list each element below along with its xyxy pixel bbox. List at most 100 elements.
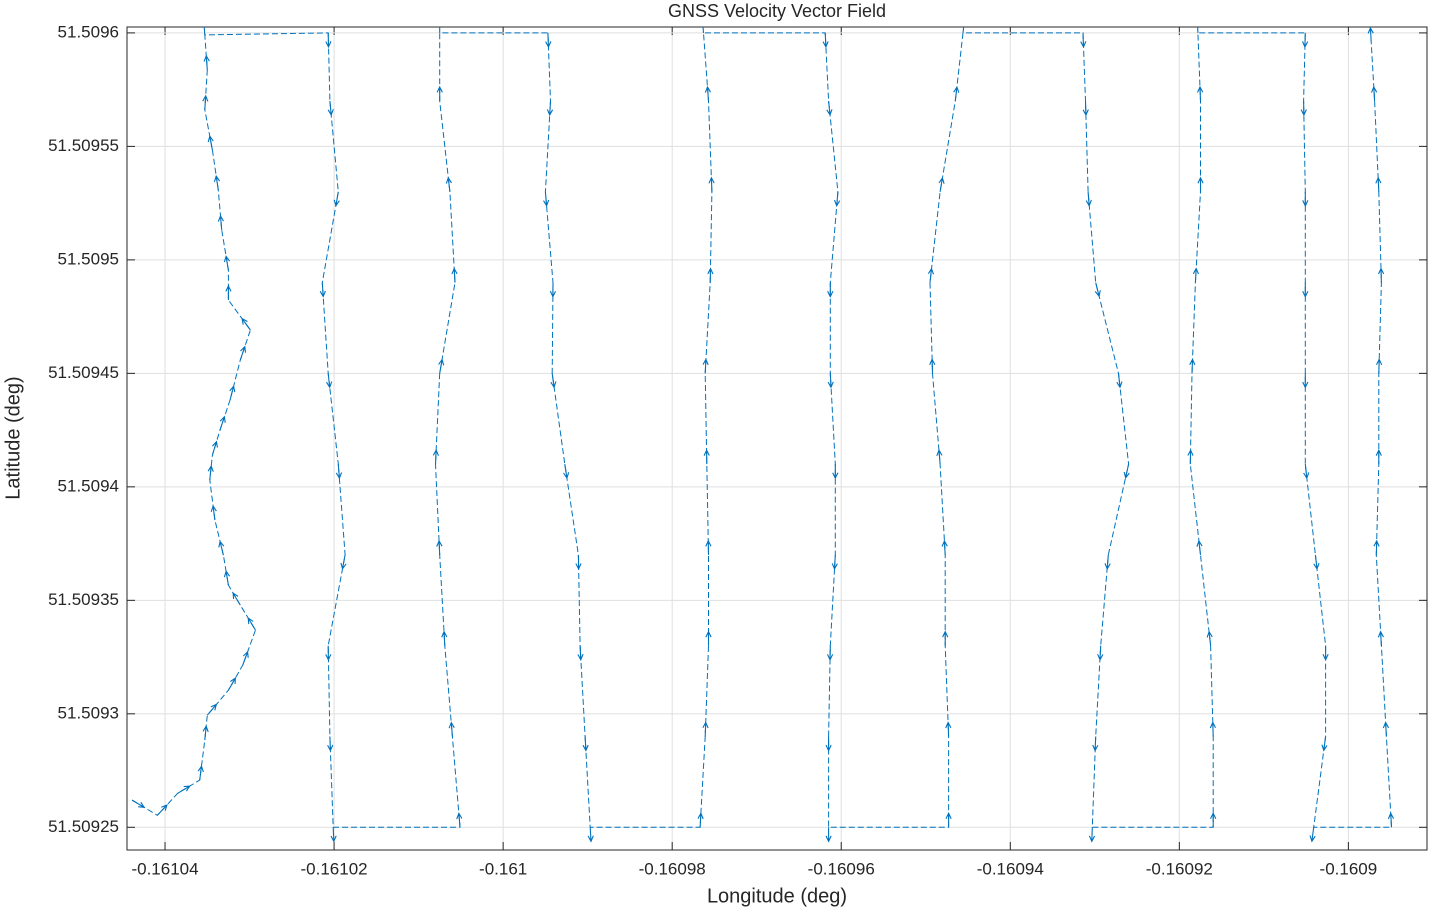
velocity-arrow xyxy=(953,85,960,102)
velocity-arrow xyxy=(232,592,241,606)
velocity-arrow xyxy=(1088,827,1096,843)
velocity-arrow xyxy=(936,448,943,465)
y-tick-label: 51.50955 xyxy=(48,136,119,155)
velocity-arrow xyxy=(1302,282,1309,298)
velocity-arrow xyxy=(197,764,204,781)
y-tick-label: 51.50945 xyxy=(48,363,119,382)
x-tick-label: -0.16096 xyxy=(808,859,875,878)
velocity-arrow xyxy=(445,176,452,192)
velocity-arrow xyxy=(1378,267,1385,283)
x-tick-label: -0.16092 xyxy=(1146,859,1213,878)
x-tick-label: -0.16104 xyxy=(131,859,198,878)
velocity-arrow xyxy=(131,799,146,808)
velocity-arrow xyxy=(436,85,443,101)
y-tick-label: 51.5095 xyxy=(58,249,119,268)
velocity-arrow xyxy=(563,464,570,480)
velocity-arrow xyxy=(1309,827,1316,843)
velocity-arrow xyxy=(333,191,340,207)
velocity-arrow xyxy=(707,267,714,283)
velocity-arrow xyxy=(1313,554,1320,571)
velocity-arrow xyxy=(223,255,231,271)
velocity-arrow xyxy=(1370,85,1378,102)
velocity-arrow xyxy=(1206,630,1213,646)
velocity-arrow xyxy=(708,176,715,192)
velocity-arrow xyxy=(156,804,168,816)
velocity-arrow xyxy=(207,135,214,151)
velocity-arrow xyxy=(1092,736,1099,752)
velocity-arrow xyxy=(831,554,838,571)
velocity-arrow xyxy=(1321,736,1328,752)
x-tick-label: -0.16102 xyxy=(301,859,368,878)
velocity-arrow xyxy=(697,812,704,828)
velocity-arrow xyxy=(242,650,249,666)
velocity-arrow xyxy=(218,540,225,556)
velocity-arrow xyxy=(1085,191,1092,207)
velocity-arrow xyxy=(827,282,834,298)
velocity-arrow xyxy=(202,724,209,741)
velocity-arrow xyxy=(1080,32,1087,49)
velocity-arrow xyxy=(577,645,584,661)
velocity-arrow xyxy=(546,100,554,117)
velocity-arrow xyxy=(822,32,829,49)
velocity-arrow xyxy=(330,827,337,843)
velocity-arrow xyxy=(229,385,236,401)
velocity-arrow xyxy=(825,736,832,752)
velocity-arrow xyxy=(1187,448,1194,465)
velocity-arrow xyxy=(227,677,237,691)
velocity-arrow xyxy=(575,554,582,571)
velocity-arrow xyxy=(326,373,333,389)
x-tick-label: -0.161 xyxy=(479,859,527,878)
velocity-arrow xyxy=(962,27,965,33)
velocity-arrow xyxy=(832,464,839,480)
velocity-arrow xyxy=(1123,463,1130,480)
velocity-arrow xyxy=(335,464,343,480)
velocity-arrow xyxy=(203,27,206,35)
velocity-arrow xyxy=(1376,358,1383,374)
y-tick-label: 51.5093 xyxy=(58,703,119,722)
velocity-arrow xyxy=(438,358,445,374)
velocity-arrow xyxy=(549,282,556,298)
velocity-arrow xyxy=(1375,448,1382,465)
velocity-arrow xyxy=(1302,191,1309,208)
velocity-arrow xyxy=(1197,27,1199,33)
velocity-arrow xyxy=(1192,267,1200,283)
velocity-arrow xyxy=(202,94,209,110)
velocity-arrow xyxy=(207,464,214,481)
velocity-arrow xyxy=(702,721,709,737)
velocity-arrow xyxy=(945,812,952,828)
velocity-arrow xyxy=(203,54,210,70)
y-tick-label: 51.50925 xyxy=(48,817,119,836)
x-axis-label: Longitude (deg) xyxy=(707,885,847,907)
velocity-arrow xyxy=(1197,176,1204,192)
axes-box xyxy=(126,26,1428,851)
velocity-arrow xyxy=(239,345,247,361)
velocity-arrow xyxy=(1301,32,1309,49)
chart-title: GNSS Velocity Vector Field xyxy=(668,1,886,21)
velocity-arrow xyxy=(241,317,251,331)
velocity-arrow xyxy=(825,827,832,843)
velocity-arrow xyxy=(436,539,443,555)
x-tick-label: -0.1609 xyxy=(1320,859,1378,878)
velocity-arrow xyxy=(1082,100,1089,117)
velocity-arrow xyxy=(705,630,712,646)
velocity-arrow xyxy=(826,100,833,117)
velocity-arrow xyxy=(247,617,256,631)
y-tick-label: 51.50935 xyxy=(48,590,119,609)
velocity-arrow xyxy=(927,267,935,283)
velocity-arrow xyxy=(432,448,440,465)
velocity-arrow xyxy=(587,827,594,843)
velocity-arrow xyxy=(439,27,441,33)
velocity-arrow xyxy=(325,645,332,661)
velocity-arrow xyxy=(833,191,841,207)
velocity-arrow xyxy=(327,100,334,117)
velocity-arrow xyxy=(929,358,936,374)
velocity-arrow xyxy=(945,721,952,737)
velocity-arrow xyxy=(225,284,232,300)
velocity-arrow xyxy=(319,282,326,298)
velocity-arrow xyxy=(206,703,218,716)
velocity-arrow xyxy=(1196,85,1204,102)
x-tick-label: -0.16098 xyxy=(639,859,706,878)
velocity-arrow xyxy=(210,504,217,521)
velocity-arrow xyxy=(827,373,834,389)
